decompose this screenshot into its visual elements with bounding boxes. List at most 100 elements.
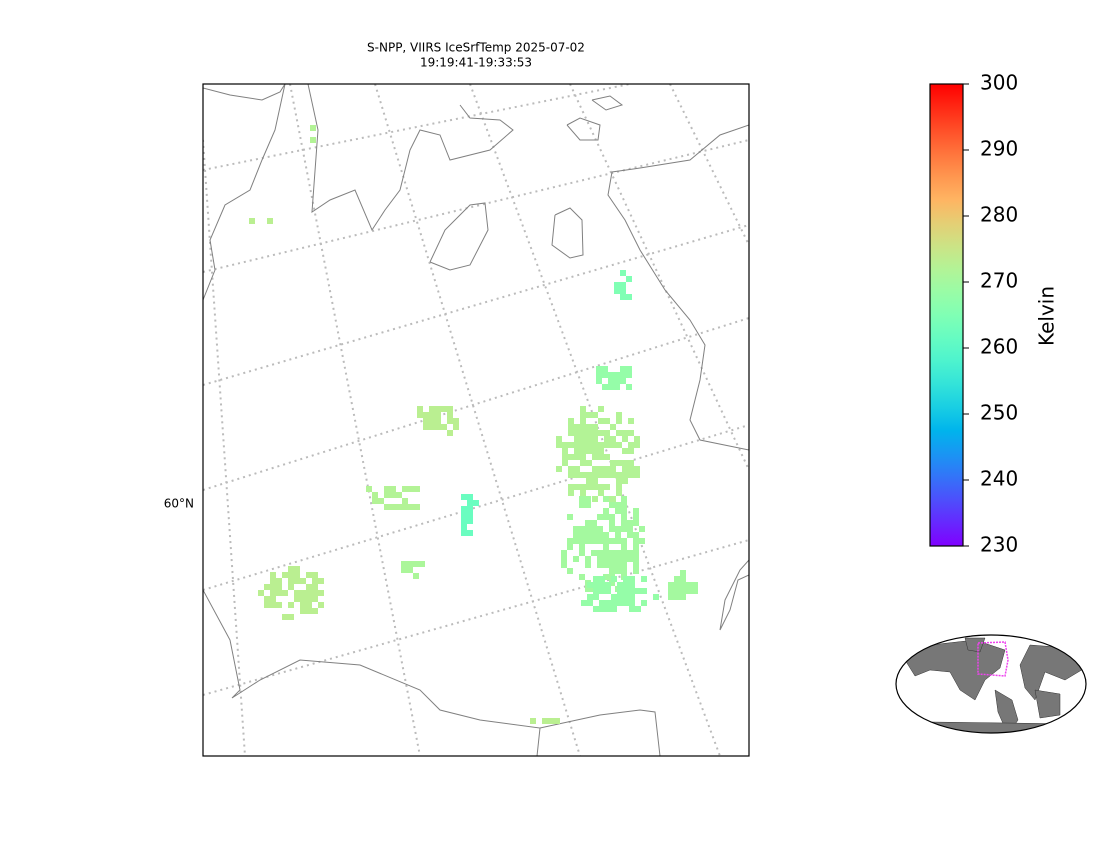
title-line: 19:19:41-19:33:53 (420, 56, 532, 70)
pixel (276, 578, 282, 584)
pixel (621, 508, 627, 514)
pixel (585, 526, 591, 532)
pixel (609, 502, 615, 508)
pixel (414, 504, 420, 510)
pixel (609, 568, 615, 574)
pixel (568, 418, 574, 424)
pixel (615, 538, 621, 544)
pixel (627, 556, 633, 562)
pixel (616, 418, 622, 424)
colorbar: 230 240 250 260 270 280 290 300 (929, 71, 1018, 557)
map-area (203, 84, 749, 756)
colorbar-tick-label: 270 (980, 269, 1018, 293)
pixel (573, 556, 579, 562)
pixel (568, 466, 574, 472)
pixel (300, 596, 306, 602)
pixel (372, 498, 378, 504)
pixel (568, 430, 574, 436)
pixel (586, 412, 592, 418)
pixel (579, 538, 585, 544)
pixel (407, 567, 413, 573)
pixel (586, 424, 592, 430)
pixel (282, 614, 288, 620)
pixel (270, 572, 276, 578)
pixel (318, 578, 324, 584)
pixel (633, 508, 639, 514)
pixel (633, 550, 639, 556)
pixel (568, 454, 574, 460)
pixel (585, 586, 591, 592)
pixel (597, 538, 603, 544)
pixel (609, 514, 615, 520)
pixel (580, 424, 586, 430)
pixel (626, 366, 632, 372)
pixel (288, 566, 294, 572)
pixel (616, 490, 622, 496)
pixel (402, 504, 408, 510)
pixel (579, 502, 585, 508)
pixel (288, 578, 294, 584)
pixel (542, 718, 548, 724)
pixel (621, 526, 627, 532)
pixel (282, 590, 288, 596)
pixel (586, 436, 592, 442)
pixel (417, 406, 423, 412)
pixel (668, 588, 674, 594)
pixel (270, 596, 276, 602)
pixel (567, 568, 573, 574)
pixel (453, 418, 459, 424)
pixel (621, 502, 627, 508)
pixel-layer (249, 125, 698, 724)
coastlines (203, 84, 749, 756)
pixel (628, 418, 634, 424)
pixel (270, 584, 276, 590)
pixel (402, 498, 408, 504)
pixel (621, 550, 627, 556)
pixel (467, 506, 473, 512)
pixel (567, 544, 573, 550)
pixel (408, 486, 414, 492)
pixel (621, 562, 627, 568)
pixel (621, 520, 627, 526)
pixel (674, 588, 680, 594)
lat-label: 60°N (164, 497, 194, 511)
pixel (408, 504, 414, 510)
pixel (580, 484, 586, 490)
pixel (610, 466, 616, 472)
pixel (603, 550, 609, 556)
title-line: S-NPP, VIIRS IceSrfTemp 2025-07-02 (367, 41, 585, 55)
pixel (611, 576, 617, 582)
pixel (635, 588, 641, 594)
pixel (615, 556, 621, 562)
pixel (598, 472, 604, 478)
pixel (562, 460, 568, 466)
pixel (641, 588, 647, 594)
pixel (605, 600, 611, 606)
pixel (587, 582, 593, 588)
pixel (580, 442, 586, 448)
pixel (602, 384, 608, 390)
pixel (641, 600, 647, 606)
pixel (629, 606, 635, 612)
pixel (300, 578, 306, 584)
pixel (627, 532, 633, 538)
pixel (622, 448, 628, 454)
pixel (592, 454, 598, 460)
pixel (461, 518, 467, 524)
pixel (680, 576, 686, 582)
pixel (626, 372, 632, 378)
pixel (413, 561, 419, 567)
pixel (402, 486, 408, 492)
pixel (574, 448, 580, 454)
pixel (597, 514, 603, 520)
pixel (614, 288, 620, 294)
pixel (441, 406, 447, 412)
pixel (680, 570, 686, 576)
pixel (585, 556, 591, 562)
pixel (633, 538, 639, 544)
pixel (598, 454, 604, 460)
pixel (264, 584, 270, 590)
pixel (639, 538, 645, 544)
pixel (312, 608, 318, 614)
pixel (312, 584, 318, 590)
